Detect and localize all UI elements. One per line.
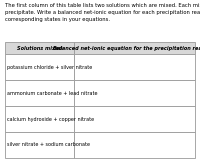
Bar: [5, 106, 74, 132]
Text: ammonium carbonate + lead nitrate: ammonium carbonate + lead nitrate: [7, 90, 98, 95]
Bar: [74, 42, 195, 54]
Text: potassium chloride + silver nitrate: potassium chloride + silver nitrate: [7, 65, 92, 70]
Bar: [5, 42, 74, 54]
Text: calcium hydroxide + copper nitrate: calcium hydroxide + copper nitrate: [7, 117, 94, 122]
Bar: [5, 54, 74, 80]
Text: Solutions mixed: Solutions mixed: [17, 46, 62, 51]
Text: Balanced net-ionic equation for the precipitation reaction: Balanced net-ionic equation for the prec…: [53, 46, 200, 51]
Bar: [5, 80, 74, 106]
Bar: [74, 106, 195, 132]
Bar: [5, 132, 74, 158]
Bar: [74, 54, 195, 80]
Bar: [74, 80, 195, 106]
Text: silver nitrate + sodium carbonate: silver nitrate + sodium carbonate: [7, 142, 90, 147]
Bar: [74, 132, 195, 158]
Text: The first column of this table lists two solutions which are mixed. Each mixture: The first column of this table lists two…: [5, 3, 200, 22]
